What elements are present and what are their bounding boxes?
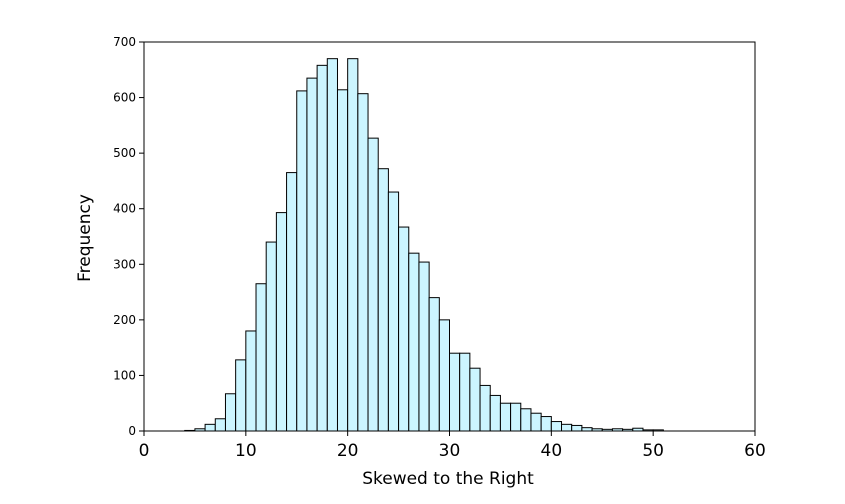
histogram-bar <box>224 393 237 432</box>
histogram-bar <box>275 212 288 432</box>
y-tick-label: 500 <box>113 146 136 160</box>
y-tick-label: 600 <box>113 91 136 105</box>
histogram-bars <box>184 58 664 432</box>
histogram-bar <box>265 241 277 432</box>
y-tick-label: 400 <box>113 202 136 216</box>
histogram-bar <box>449 352 461 432</box>
histogram-bar <box>326 58 338 432</box>
histogram-bar <box>296 90 308 432</box>
histogram-bar <box>438 319 451 432</box>
histogram-bar <box>204 423 216 432</box>
histogram-bar <box>306 77 318 432</box>
histogram-bar <box>377 168 389 432</box>
histogram-bar <box>561 423 573 432</box>
histogram-bar <box>530 412 542 432</box>
histogram-bar <box>428 297 440 432</box>
histogram-bar <box>286 172 298 432</box>
y-tick-label: 0 <box>128 424 136 438</box>
histogram-bar <box>540 416 552 432</box>
histogram-bar <box>469 367 481 432</box>
y-tick-label: 100 <box>113 368 136 382</box>
histogram-bar <box>367 137 379 432</box>
y-tick-label: 200 <box>113 313 136 327</box>
histogram-bar <box>479 384 491 432</box>
y-tick-label: 700 <box>113 35 136 49</box>
y-tick-label: 300 <box>113 257 136 271</box>
histogram-bar <box>550 421 563 432</box>
y-axis-ticks: 0 100 200 300 400 500 600 700 <box>113 35 144 438</box>
y-axis-title: Frequency <box>75 194 95 282</box>
histogram-bar <box>255 283 267 432</box>
histogram-bar <box>387 191 400 432</box>
histogram-bar <box>235 359 247 432</box>
histogram-bar <box>489 394 501 432</box>
histogram-bar <box>347 58 359 432</box>
x-axis-title: Skewed to the Right <box>362 469 534 489</box>
x-tick-label: 10 <box>235 441 257 461</box>
histogram-bar <box>357 93 369 432</box>
histogram-bar <box>581 427 593 432</box>
histogram-bar <box>520 408 532 432</box>
histogram-bar <box>316 64 328 432</box>
x-tick-label: 50 <box>642 441 664 461</box>
histogram-bar <box>510 402 522 432</box>
x-tick-label: 40 <box>541 441 563 461</box>
x-tick-label: 30 <box>439 441 461 461</box>
x-tick-label: 60 <box>744 441 766 461</box>
histogram-bar <box>336 89 349 432</box>
x-tick-label: 20 <box>337 441 359 461</box>
histogram-bar <box>499 402 512 432</box>
histogram-bar <box>408 252 420 432</box>
histogram-bar <box>214 418 226 432</box>
histogram-bar <box>459 352 471 432</box>
x-tick-label: 0 <box>139 441 150 461</box>
histogram-bar <box>571 424 583 432</box>
plot-frame <box>143 41 756 432</box>
histogram-bar <box>398 226 410 432</box>
x-axis-ticks: 0 10 20 30 40 50 60 <box>139 431 766 461</box>
histogram-bar <box>418 261 430 432</box>
histogram-bar <box>245 330 257 432</box>
